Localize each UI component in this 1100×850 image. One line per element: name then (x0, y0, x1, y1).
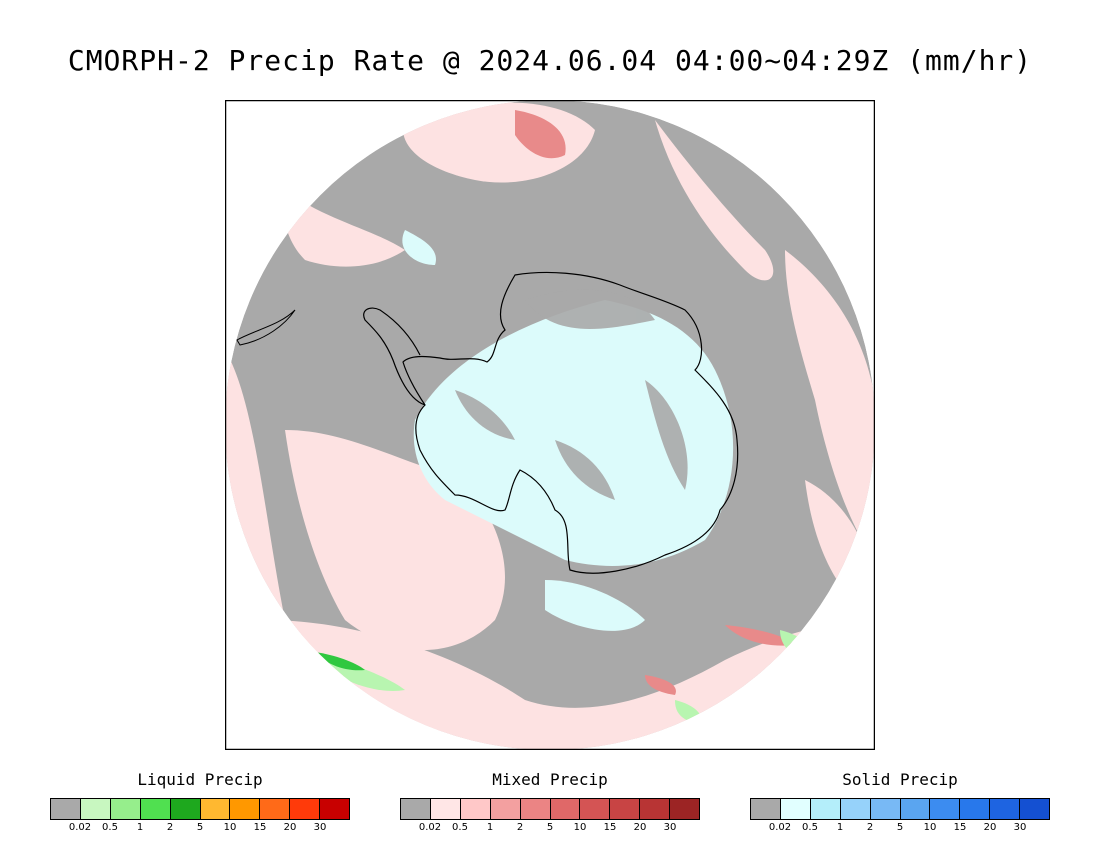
legend-tick-label: 20 (983, 822, 997, 833)
antarctic-peninsula-coastline (363, 307, 426, 406)
legend-swatch (460, 799, 491, 819)
legend-swatch (51, 799, 81, 819)
legend-swatch (290, 799, 321, 819)
solid-precip-areas (402, 230, 734, 631)
legend-swatch (580, 799, 611, 819)
legend-mixed: Mixed Precip 0.02 0.5 1 2 5 10 15 20 30 (400, 770, 700, 836)
legend-swatch (751, 799, 781, 819)
legend-tick-label: 15 (953, 822, 967, 833)
legend-swatch (610, 799, 641, 819)
legend-tick-label: 15 (253, 822, 267, 833)
legend-swatch (990, 799, 1021, 819)
legend-title: Solid Precip (842, 770, 958, 789)
legend-swatch (550, 799, 581, 819)
legend-tick-label: 0.02 (768, 822, 792, 833)
legend-swatch (490, 799, 521, 819)
legend-tick-label: 2 (866, 822, 874, 833)
legend-swatch (960, 799, 991, 819)
legend-tick-label: 5 (196, 822, 204, 833)
tick-labels: 0.02 0.5 1 2 5 10 15 20 30 (400, 822, 700, 836)
mixed-precip-heavy (515, 110, 795, 695)
legend-tick-label: 2 (166, 822, 174, 833)
antarctic-streaks (455, 289, 688, 500)
legend-tick-label: 10 (923, 822, 937, 833)
legend-tick-label: 0.02 (68, 822, 92, 833)
legend-tick-label: 1 (136, 822, 144, 833)
legend-swatch (930, 799, 961, 819)
legend-tick-label: 30 (1013, 822, 1027, 833)
legend-swatch (670, 799, 700, 819)
legend-tick-label: 20 (283, 822, 297, 833)
legend-swatch (230, 799, 261, 819)
legend-swatch (520, 799, 551, 819)
tick-labels: 0.02 0.5 1 2 5 10 15 20 30 (750, 822, 1050, 836)
legend-tick-label: 20 (633, 822, 647, 833)
legend-swatch (110, 799, 141, 819)
tick-labels: 0.02 0.5 1 2 5 10 15 20 30 (50, 822, 350, 836)
legend-swatch (80, 799, 111, 819)
legend-tick-label: 0.5 (802, 822, 818, 833)
legend-tick-label: 15 (603, 822, 617, 833)
legend-title: Liquid Precip (137, 770, 263, 789)
map-frame (225, 100, 875, 750)
legend-tick-label: 0.02 (418, 822, 442, 833)
legend-swatch (260, 799, 291, 819)
precip-field (225, 100, 875, 750)
legend-solid: Solid Precip 0.02 0.5 1 2 5 10 15 20 30 (750, 770, 1050, 836)
precip-map (225, 100, 875, 750)
legend-tick-label: 30 (313, 822, 327, 833)
legend-tick-label: 5 (546, 822, 554, 833)
legend-tick-label: 10 (223, 822, 237, 833)
legend-swatch (320, 799, 350, 819)
legend-swatch (870, 799, 901, 819)
legend-swatch (401, 799, 431, 819)
legend-swatch (840, 799, 871, 819)
legend-tick-label: 30 (663, 822, 677, 833)
legend-swatch (170, 799, 201, 819)
color-bar (50, 798, 350, 820)
legend-swatch (140, 799, 171, 819)
legend-tick-label: 5 (896, 822, 904, 833)
map-title: CMORPH-2 Precip Rate @ 2024.06.04 04:00~… (67, 44, 1033, 77)
legend-swatch (900, 799, 931, 819)
legend-swatch (640, 799, 671, 819)
legend-swatch (430, 799, 461, 819)
legend-tick-label: 2 (516, 822, 524, 833)
liquid-precip-moderate (315, 652, 365, 671)
legend-swatch (200, 799, 231, 819)
legend-title: Mixed Precip (492, 770, 608, 789)
legend-liquid: Liquid Precip 0.02 0.5 1 2 5 10 15 20 30 (50, 770, 350, 836)
legend-tick-label: 10 (573, 822, 587, 833)
legend-tick-label: 0.5 (102, 822, 118, 833)
legend-tick-label: 1 (836, 822, 844, 833)
legend-tick-label: 1 (486, 822, 494, 833)
color-bar (400, 798, 700, 820)
south-america-coastline (236, 309, 296, 346)
color-bar (750, 798, 1050, 820)
legend-tick-label: 0.5 (452, 822, 468, 833)
legend-swatch (1020, 799, 1050, 819)
antarctica-coastline (402, 271, 739, 574)
legend-swatch (810, 799, 841, 819)
legend-swatch (780, 799, 811, 819)
